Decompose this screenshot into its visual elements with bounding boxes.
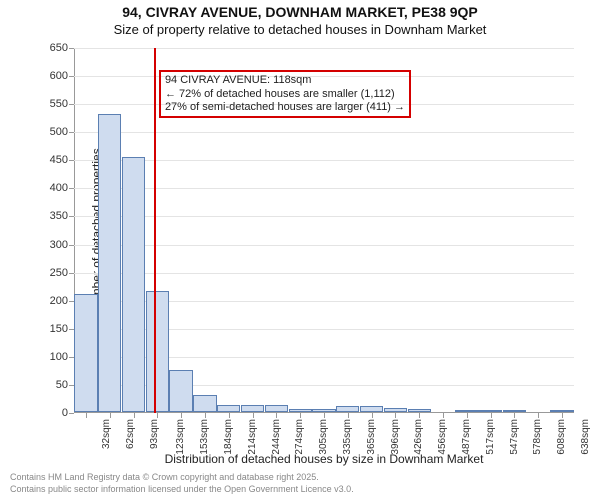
bar [265, 405, 288, 412]
ytick-label: 200 [50, 295, 74, 307]
xtick-label: 578sqm [532, 419, 543, 455]
gridline-h [74, 48, 574, 49]
xtick-label: 608sqm [556, 419, 567, 455]
bar [74, 294, 97, 412]
xtick-label: 456sqm [437, 419, 448, 455]
xtick-label: 274sqm [294, 419, 305, 455]
xtick-label: 93sqm [149, 419, 160, 449]
xtick-label: 244sqm [270, 419, 281, 455]
bar [550, 410, 573, 412]
plot-inner: 0501001502002503003504004505005506006503… [74, 48, 574, 413]
ytick-label: 400 [50, 182, 74, 194]
chart-container: 94, CIVRAY AVENUE, DOWNHAM MARKET, PE38 … [0, 0, 600, 500]
annotation-line-1: 94 CIVRAY AVENUE: 118sqm [165, 74, 405, 87]
bar [360, 406, 383, 412]
bar [122, 157, 145, 413]
xtick-mark [419, 413, 420, 418]
chart-title: 94, CIVRAY AVENUE, DOWNHAM MARKET, PE38 … [0, 4, 600, 20]
footer-copyright-1: Contains HM Land Registry data © Crown c… [10, 472, 319, 482]
xtick-mark [253, 413, 254, 418]
ytick-label: 600 [50, 70, 74, 82]
gridline-h [74, 160, 574, 161]
xtick-label: 123sqm [175, 419, 186, 455]
ytick-label: 250 [50, 267, 74, 279]
ytick-label: 300 [50, 239, 74, 251]
xtick-label: 547sqm [508, 419, 519, 455]
gridline-h [74, 132, 574, 133]
annotation-line-2: ← 72% of detached houses are smaller (1,… [165, 88, 405, 101]
xtick-mark [86, 413, 87, 418]
xtick-label: 305sqm [318, 419, 329, 455]
xtick-label: 426sqm [413, 419, 424, 455]
bar [169, 370, 192, 412]
bar [289, 409, 312, 412]
ytick-label: 150 [50, 323, 74, 335]
ytick-label: 0 [62, 407, 74, 419]
xtick-mark [134, 413, 135, 418]
xtick-label: 638sqm [580, 419, 591, 455]
bar [312, 409, 335, 412]
ytick-label: 650 [50, 42, 74, 54]
xtick-mark [110, 413, 111, 418]
ytick-label: 450 [50, 154, 74, 166]
gridline-h [74, 245, 574, 246]
xtick-mark [229, 413, 230, 418]
xtick-mark [276, 413, 277, 418]
xtick-label: 184sqm [223, 419, 234, 455]
xtick-mark [538, 413, 539, 418]
xtick-label: 335sqm [342, 419, 353, 455]
xtick-mark [300, 413, 301, 418]
bar [455, 410, 478, 412]
xtick-mark [181, 413, 182, 418]
ytick-label: 100 [50, 351, 74, 363]
gridline-h [74, 216, 574, 217]
xtick-mark [514, 413, 515, 418]
xtick-mark [348, 413, 349, 418]
xtick-label: 365sqm [366, 419, 377, 455]
xtick-mark [372, 413, 373, 418]
bar [408, 409, 431, 412]
ytick-label: 550 [50, 98, 74, 110]
xtick-mark [157, 413, 158, 418]
bar [193, 395, 216, 412]
ytick-label: 50 [56, 379, 74, 391]
footer-copyright-2: Contains public sector information licen… [10, 484, 354, 494]
plot-area: 0501001502002503003504004505005506006503… [74, 48, 574, 413]
gridline-h [74, 188, 574, 189]
bar [384, 408, 407, 412]
annotation-box: 94 CIVRAY AVENUE: 118sqm← 72% of detache… [159, 70, 411, 118]
bar [241, 405, 264, 412]
xtick-mark [205, 413, 206, 418]
xtick-mark [467, 413, 468, 418]
chart-subtitle: Size of property relative to detached ho… [0, 22, 600, 37]
bar [146, 291, 169, 412]
ytick-label: 350 [50, 210, 74, 222]
ytick-label: 500 [50, 126, 74, 138]
bar [217, 405, 240, 412]
x-axis-label: Distribution of detached houses by size … [74, 452, 574, 466]
bar [479, 410, 502, 412]
bar [503, 410, 526, 412]
reference-line [154, 48, 156, 413]
xtick-label: 32sqm [101, 419, 112, 449]
annotation-line-3: 27% of semi-detached houses are larger (… [165, 101, 405, 114]
xtick-label: 396sqm [389, 419, 400, 455]
xtick-mark [491, 413, 492, 418]
xtick-label: 62sqm [125, 419, 136, 449]
gridline-h [74, 273, 574, 274]
bar [336, 406, 359, 412]
xtick-mark [443, 413, 444, 418]
xtick-label: 214sqm [247, 419, 258, 455]
bar [98, 114, 121, 412]
xtick-mark [324, 413, 325, 418]
xtick-label: 487sqm [461, 419, 472, 455]
xtick-label: 517sqm [485, 419, 496, 455]
xtick-mark [562, 413, 563, 418]
xtick-mark [395, 413, 396, 418]
xtick-label: 153sqm [199, 419, 210, 455]
